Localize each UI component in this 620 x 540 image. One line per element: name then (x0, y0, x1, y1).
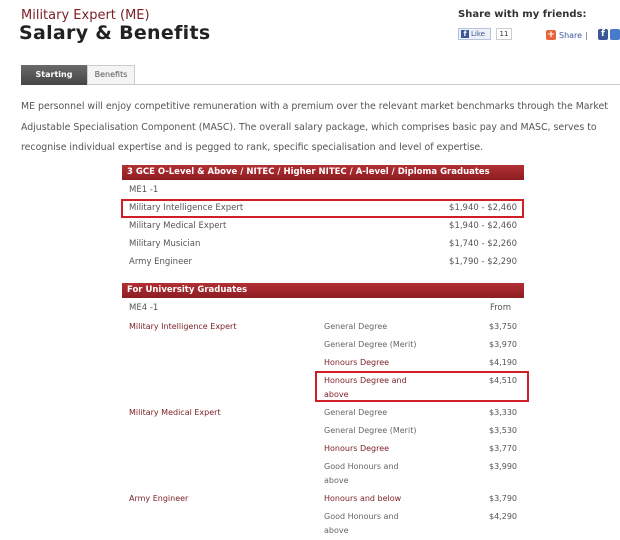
rank-label: ME1 -1 (129, 185, 159, 195)
section-subtitle: Military Expert (ME) (21, 8, 150, 23)
table-row: Military Musician $1,740 - $2,260 (129, 235, 517, 253)
degree: Honours Degree (324, 444, 390, 453)
role: Military Medical Expert (129, 408, 221, 417)
highlight-box (315, 371, 529, 402)
share-button[interactable]: + Share | (546, 30, 588, 40)
facebook-icon: f (461, 30, 469, 38)
facebook-share-icon[interactable]: f (598, 29, 608, 40)
salary: $3,770 (489, 444, 517, 453)
degree: Good Honours and above (324, 462, 399, 485)
table-row: Military Intelligence Expert $1,940 - $2,… (129, 199, 517, 217)
role: Military Musician (129, 239, 201, 249)
tab-starting-salary[interactable]: Starting Salary (21, 65, 87, 99)
from-column-header: From (489, 303, 511, 313)
table-row: Army Engineer $1,790 - $2,290 (129, 253, 517, 271)
salary: $3,530 (489, 426, 517, 435)
salary: $4,190 (489, 358, 517, 367)
salary: $1,940 - $2,460 (449, 203, 517, 213)
like-count: 11 (496, 28, 512, 40)
plus-icon: + (546, 30, 556, 40)
salary: $4,510 (489, 376, 517, 385)
separator: | (585, 30, 588, 40)
tab-benefits[interactable]: Benefits (87, 65, 135, 85)
role: Army Engineer (129, 257, 193, 267)
degree: General Degree (Merit) (324, 426, 417, 435)
facebook-like-button[interactable]: f Like (458, 28, 491, 40)
degree: General Degree (324, 322, 388, 331)
salary: $3,750 (489, 322, 517, 331)
table2-rank: ME4 -1 From (129, 299, 517, 317)
salary: $1,740 - $2,260 (449, 239, 517, 249)
intro-paragraph: ME personnel will enjoy competitive remu… (21, 101, 608, 153)
degree: Honours Degree and above (324, 376, 407, 399)
salary: $4,290 (489, 512, 517, 521)
role: Military Intelligence Expert (129, 322, 237, 331)
degree: Honours and below (324, 494, 402, 503)
table2-heading: For University Graduates (122, 283, 524, 298)
role: Military Intelligence Expert (129, 203, 244, 213)
page-title: Salary & Benefits (19, 22, 211, 44)
degree: Honours Degree (324, 358, 390, 367)
like-label: Like (471, 30, 485, 38)
highlight-box (121, 199, 524, 218)
share-heading: Share with my friends: (458, 9, 587, 20)
degree: General Degree (Merit) (324, 340, 417, 349)
table-row: Military Medical Expert $1,940 - $2,460 (129, 217, 517, 235)
rank-label: ME4 -1 (129, 303, 159, 313)
salary: $3,330 (489, 408, 517, 417)
table1-heading: 3 GCE O-Level & Above / NITEC / Higher N… (122, 165, 524, 180)
role: Army Engineer (129, 494, 189, 503)
degree: Good Honours and above (324, 512, 399, 535)
salary: $3,970 (489, 340, 517, 349)
salary: $3,990 (489, 462, 517, 471)
role: Military Medical Expert (129, 221, 227, 231)
google-share-icon[interactable] (610, 29, 620, 40)
tab-divider (21, 84, 620, 85)
share-label: Share (559, 30, 583, 40)
salary: $1,790 - $2,290 (449, 257, 517, 267)
degree: General Degree (324, 408, 388, 417)
salary: $1,940 - $2,460 (449, 221, 517, 231)
table1-rank: ME1 -1 (129, 181, 517, 199)
salary: $3,790 (489, 494, 517, 503)
